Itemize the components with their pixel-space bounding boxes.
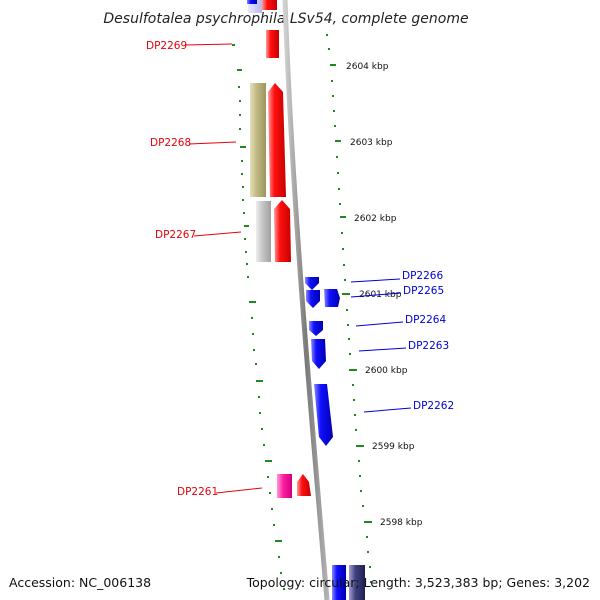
- gene-label-dp2266: DP2266: [402, 270, 443, 282]
- gene-label-dp2268: DP2268: [150, 137, 191, 149]
- scale-label: 2598 kbp: [380, 518, 423, 528]
- right-tick-track: [326, 34, 372, 583]
- gene-arrow-dp2265b: [324, 289, 340, 307]
- gene-label-dp2264: DP2264: [405, 314, 446, 326]
- cog-feature-dp2261: [277, 474, 292, 498]
- scale-label: 2599 kbp: [372, 442, 415, 452]
- genome-backbone: [282, 0, 330, 600]
- gene-arrow-dp2263: [311, 339, 326, 369]
- scale-label: 2604 kbp: [346, 62, 389, 72]
- gene-label-dp2267: DP2267: [155, 229, 196, 241]
- gene-arrow-dp2261: [297, 474, 311, 496]
- gene-arrow-reverse-partial: [247, 0, 257, 4]
- leader-line: [350, 292, 402, 298]
- cog-feature-dp2268: [250, 83, 266, 197]
- gene-label-dp2265: DP2265: [403, 285, 444, 297]
- gene-label-dp2262: DP2262: [413, 400, 454, 412]
- leader-line: [363, 407, 412, 413]
- leader-line: [184, 43, 233, 46]
- leader-line: [358, 347, 407, 352]
- gene-label-dp2261: DP2261: [177, 486, 218, 498]
- leader-line: [355, 321, 404, 327]
- genome-summary-text: Topology: circular; Length: 3,523,383 bp…: [246, 575, 590, 590]
- gene-arrow-dp2265: [306, 290, 320, 308]
- gene-arrow-dp2264: [309, 321, 323, 336]
- leader-line: [188, 141, 237, 145]
- gene-arrow-dp2267: [274, 200, 291, 262]
- gene-label-dp2263: DP2263: [408, 340, 449, 352]
- leader-line: [215, 487, 263, 494]
- gene-label-dp2269: DP2269: [146, 40, 187, 52]
- gene-arrow-dp2269: [266, 30, 279, 58]
- gene-arrow-dp2266: [305, 277, 319, 290]
- scale-label: 2602 kbp: [354, 214, 397, 224]
- accession-text: Accession: NC_006138: [9, 575, 151, 590]
- scale-label: 2600 kbp: [365, 366, 408, 376]
- scale-label: 2603 kbp: [350, 138, 393, 148]
- gene-arrow-dp2262: [314, 384, 333, 446]
- gene-arrow-partial: [262, 0, 277, 10]
- gene-arrow-dp2268: [268, 83, 286, 197]
- cog-feature-dp2267: [256, 201, 271, 262]
- leader-line: [193, 231, 242, 237]
- gene-arrow-reverse-partial: [332, 565, 346, 600]
- left-tick-track: [232, 44, 285, 590]
- leader-line: [350, 278, 401, 283]
- cog-feature-partial: [349, 565, 365, 600]
